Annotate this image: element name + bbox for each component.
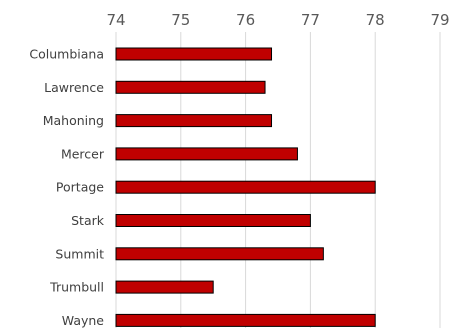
bar [115,247,324,261]
category-label: Portage [56,180,104,195]
x-axis-ticks: 74 75 76 77 78 79 [106,11,449,29]
category-label: Wayne [62,313,105,328]
bar [115,114,273,128]
x-tick-label: 74 [106,11,125,29]
category-label: Lawrence [44,80,104,95]
category-label: Mercer [61,146,105,161]
x-tick-label: 75 [171,11,190,29]
bar [115,214,311,227]
x-tick-label: 77 [301,11,320,29]
x-tick-label: 76 [236,11,255,29]
category-labels: Columbiana Lawrence Mahoning Mercer Portage S… [29,47,104,328]
bar [115,147,298,161]
category-label: Columbiana [29,47,104,62]
bar [115,47,273,61]
bar [115,280,214,294]
x-tick-label: 78 [366,11,385,29]
bar [115,80,266,94]
bar [115,313,376,327]
category-label: Stark [71,213,105,228]
bar [115,180,376,194]
x-tick-label: 79 [430,11,449,29]
category-label: Summit [55,246,104,261]
category-label: Mahoning [43,113,104,128]
bars [115,47,376,327]
category-label: Trumbull [49,280,104,295]
